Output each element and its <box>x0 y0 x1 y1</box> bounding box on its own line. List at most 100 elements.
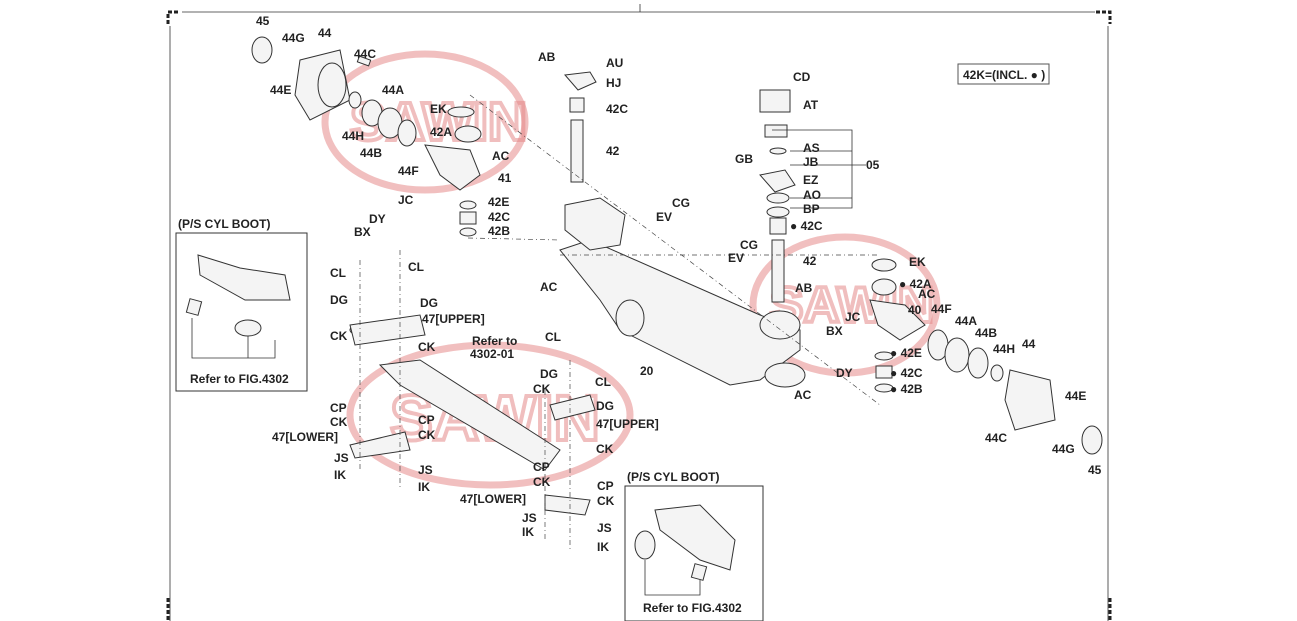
part-label: CK <box>533 382 551 396</box>
part-label: BP <box>803 202 820 216</box>
part-label: 42C <box>606 102 628 116</box>
part-label: DG <box>596 399 614 413</box>
part-label: 45 <box>256 14 270 28</box>
part-label: 05 <box>866 158 880 172</box>
part-label: 44C <box>354 47 376 61</box>
left-hub-assembly <box>251 36 482 237</box>
inset-right-reference: Refer to FIG.4302 <box>643 601 742 615</box>
part-label: CK <box>418 428 436 442</box>
leader-lines <box>359 94 881 550</box>
part-label: 42 <box>803 254 817 268</box>
part-label: CD <box>793 70 811 84</box>
frame <box>166 4 1112 621</box>
part-label: EZ <box>803 173 818 187</box>
part-label: ● 42E <box>890 346 922 360</box>
part-label: CG <box>740 238 758 252</box>
part-label: ● 42A <box>899 277 932 291</box>
refer-note-line2: 4302-01 <box>470 347 514 361</box>
part-label: 44H <box>342 129 364 143</box>
inset-left <box>175 232 308 392</box>
part-label: 44E <box>270 83 291 97</box>
part-label: AC <box>794 388 812 402</box>
part-label: JS <box>522 511 537 525</box>
part-label: ● 42B <box>890 382 923 396</box>
part-label: IK <box>418 480 430 494</box>
part-label: CK <box>330 329 348 343</box>
part-label: JS <box>334 451 349 465</box>
part-label: AT <box>803 98 819 112</box>
part-label: DY <box>836 366 853 380</box>
part-label: 47[LOWER] <box>272 430 338 444</box>
part-label: 40 <box>908 303 922 317</box>
part-label: AC <box>918 287 936 301</box>
part-label: EK <box>430 102 447 116</box>
part-label: 44 <box>318 26 332 40</box>
part-label: AB <box>795 281 813 295</box>
part-label: 44A <box>382 83 404 97</box>
part-label: 44 <box>1022 337 1036 351</box>
part-label: JS <box>597 521 612 535</box>
refer-note-line1: Refer to <box>472 334 517 348</box>
part-label: 42A <box>430 125 452 139</box>
part-label: BX <box>354 225 371 239</box>
part-label: 44G <box>282 31 305 45</box>
part-label: 47[UPPER] <box>596 417 659 431</box>
legend-box: 42K=(INCL. ● ) <box>957 63 1050 85</box>
part-label: 44C <box>985 431 1007 445</box>
part-label: DG <box>420 296 438 310</box>
part-label: AU <box>606 56 623 70</box>
part-label: CL <box>595 375 611 389</box>
part-label: DY <box>369 212 386 226</box>
axle-beam <box>559 197 806 388</box>
part-label: 45 <box>1088 463 1102 477</box>
part-label: 44H <box>993 342 1015 356</box>
part-label: AS <box>803 141 820 155</box>
part-label: CP <box>418 413 435 427</box>
kingpin-top <box>564 71 597 183</box>
part-label: DG <box>540 367 558 381</box>
legend-text: 42K=(INCL. ● ) <box>963 68 1045 82</box>
right-kingpin-stack <box>759 89 1103 455</box>
part-label: CG <box>672 196 690 210</box>
part-label: GB <box>735 152 753 166</box>
inset-left-reference: Refer to FIG.4302 <box>190 372 289 386</box>
part-label: CK <box>533 475 551 489</box>
part-label: IK <box>522 525 534 539</box>
part-label: AC <box>492 149 510 163</box>
part-label: JB <box>803 155 819 169</box>
part-label: 41 <box>498 171 512 185</box>
part-label: IK <box>597 540 609 554</box>
part-label: 20 <box>640 364 654 378</box>
part-label: ● 42C <box>890 366 923 380</box>
part-label: HJ <box>606 76 621 90</box>
part-label: JC <box>845 310 861 324</box>
inset-left-title: (P/S CYL BOOT) <box>178 217 270 231</box>
part-label: CP <box>597 479 614 493</box>
part-label: EV <box>728 251 744 265</box>
part-label: CP <box>330 401 347 415</box>
part-label: 44F <box>398 164 419 178</box>
part-label: CL <box>408 260 424 274</box>
part-label: 44B <box>975 326 997 340</box>
part-label: CP <box>533 460 550 474</box>
part-label: EK <box>909 255 926 269</box>
part-label: 42 <box>606 144 620 158</box>
part-label: CK <box>597 494 615 508</box>
part-label: JS <box>418 463 433 477</box>
part-label: JC <box>398 193 414 207</box>
part-label: 44E <box>1065 389 1086 403</box>
part-label: 44A <box>955 314 977 328</box>
part-label: DG <box>330 293 348 307</box>
part-label: EV <box>656 210 672 224</box>
inset-right-title: (P/S CYL BOOT) <box>627 470 719 484</box>
part-label: CL <box>330 266 346 280</box>
part-label: 47[UPPER] <box>422 312 485 326</box>
part-label: 42C <box>488 210 510 224</box>
part-label: CL <box>545 330 561 344</box>
part-label: CK <box>330 415 348 429</box>
part-label: AO <box>803 188 821 202</box>
part-label: ● 42C <box>790 219 823 233</box>
part-label: 42B <box>488 224 510 238</box>
